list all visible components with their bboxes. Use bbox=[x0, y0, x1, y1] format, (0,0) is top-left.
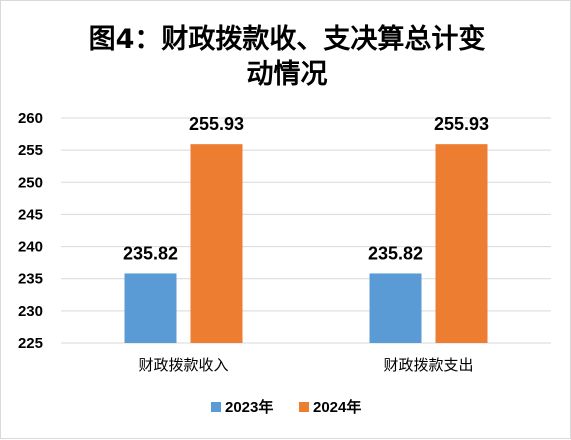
data-label: 255.93 bbox=[189, 114, 244, 134]
y-tick-label: 240 bbox=[18, 239, 43, 256]
legend: 2023年 2024年 bbox=[211, 398, 361, 416]
legend-swatch bbox=[211, 402, 221, 412]
bars bbox=[124, 144, 488, 343]
data-labels: 235.82 255.93 235.82 255.93 bbox=[123, 114, 489, 263]
data-label: 235.82 bbox=[368, 243, 423, 263]
data-label: 235.82 bbox=[123, 243, 178, 263]
chart-title-line-2: 动情况 bbox=[247, 59, 328, 90]
bar-series-1 bbox=[124, 273, 177, 343]
y-tick-label: 225 bbox=[18, 335, 43, 352]
legend-label: 2023年 bbox=[225, 398, 273, 416]
y-tick-label: 235 bbox=[18, 271, 43, 288]
data-label: 255.93 bbox=[434, 114, 489, 134]
bar-series-2 bbox=[435, 144, 488, 343]
category-label: 财政拨款收入 bbox=[138, 356, 228, 374]
legend-swatch bbox=[299, 402, 309, 412]
y-tick-label: 250 bbox=[18, 174, 43, 191]
y-tick-label: 260 bbox=[18, 110, 43, 127]
y-tick-label: 245 bbox=[18, 206, 43, 223]
y-tick-label: 230 bbox=[18, 303, 43, 320]
bar-series-2 bbox=[190, 144, 243, 343]
y-tick-label: 255 bbox=[18, 142, 43, 159]
x-axis: 财政拨款收入 财政拨款支出 bbox=[138, 356, 473, 374]
category-label: 财政拨款支出 bbox=[383, 356, 473, 374]
chart-title-line-1: 图4：财政拨款收、支决算总计变 bbox=[89, 23, 486, 55]
bar-series-1 bbox=[369, 273, 422, 343]
y-axis: 260 255 250 245 240 235 230 225 bbox=[18, 110, 43, 352]
legend-label: 2024年 bbox=[313, 398, 361, 416]
